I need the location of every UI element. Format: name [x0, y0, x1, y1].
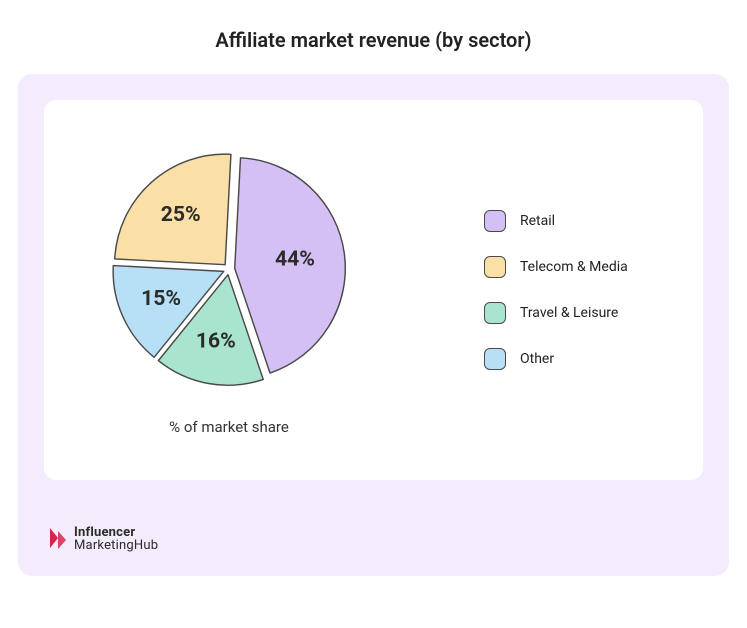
pie-label-travel: 16% — [196, 329, 236, 354]
legend-label-telecom: Telecom & Media — [520, 259, 628, 275]
chart-card: 44% 16% 15% 25% % of market share Retail Tel… — [44, 100, 703, 480]
chart-caption: % of market share — [169, 418, 289, 436]
legend-label-travel: Travel & Leisure — [520, 305, 618, 321]
legend-item-retail: Retail — [484, 210, 703, 232]
legend-swatch-telecom — [484, 256, 506, 278]
brand-text: Influencer MarketingHub — [74, 526, 158, 552]
pie-label-other: 15% — [141, 286, 181, 311]
chart-title: Affiliate market revenue (by sector) — [0, 28, 747, 52]
legend-swatch-retail — [484, 210, 506, 232]
brand-icon — [48, 526, 68, 552]
legend-label-other: Other — [520, 351, 554, 367]
pie-chart-area: 44% 16% 15% 25% % of market share — [44, 100, 414, 480]
page: Affiliate market revenue (by sector) 44%… — [0, 28, 747, 628]
brand-logo: Influencer MarketingHub — [48, 526, 158, 552]
legend-label-retail: Retail — [520, 213, 555, 229]
outer-panel: 44% 16% 15% 25% % of market share Retail Tel… — [18, 74, 729, 576]
legend-swatch-travel — [484, 302, 506, 324]
legend-item-other: Other — [484, 348, 703, 370]
pie-chart: 44% 16% 15% 25% — [104, 144, 354, 394]
legend-item-travel: Travel & Leisure — [484, 302, 703, 324]
brand-line2: MarketingHub — [74, 539, 158, 552]
pie-label-telecom: 25% — [161, 202, 201, 227]
legend: Retail Telecom & Media Travel & Leisure Oth… — [414, 210, 703, 370]
legend-swatch-other — [484, 348, 506, 370]
legend-item-telecom: Telecom & Media — [484, 256, 703, 278]
pie-label-retail: 44% — [275, 247, 315, 272]
